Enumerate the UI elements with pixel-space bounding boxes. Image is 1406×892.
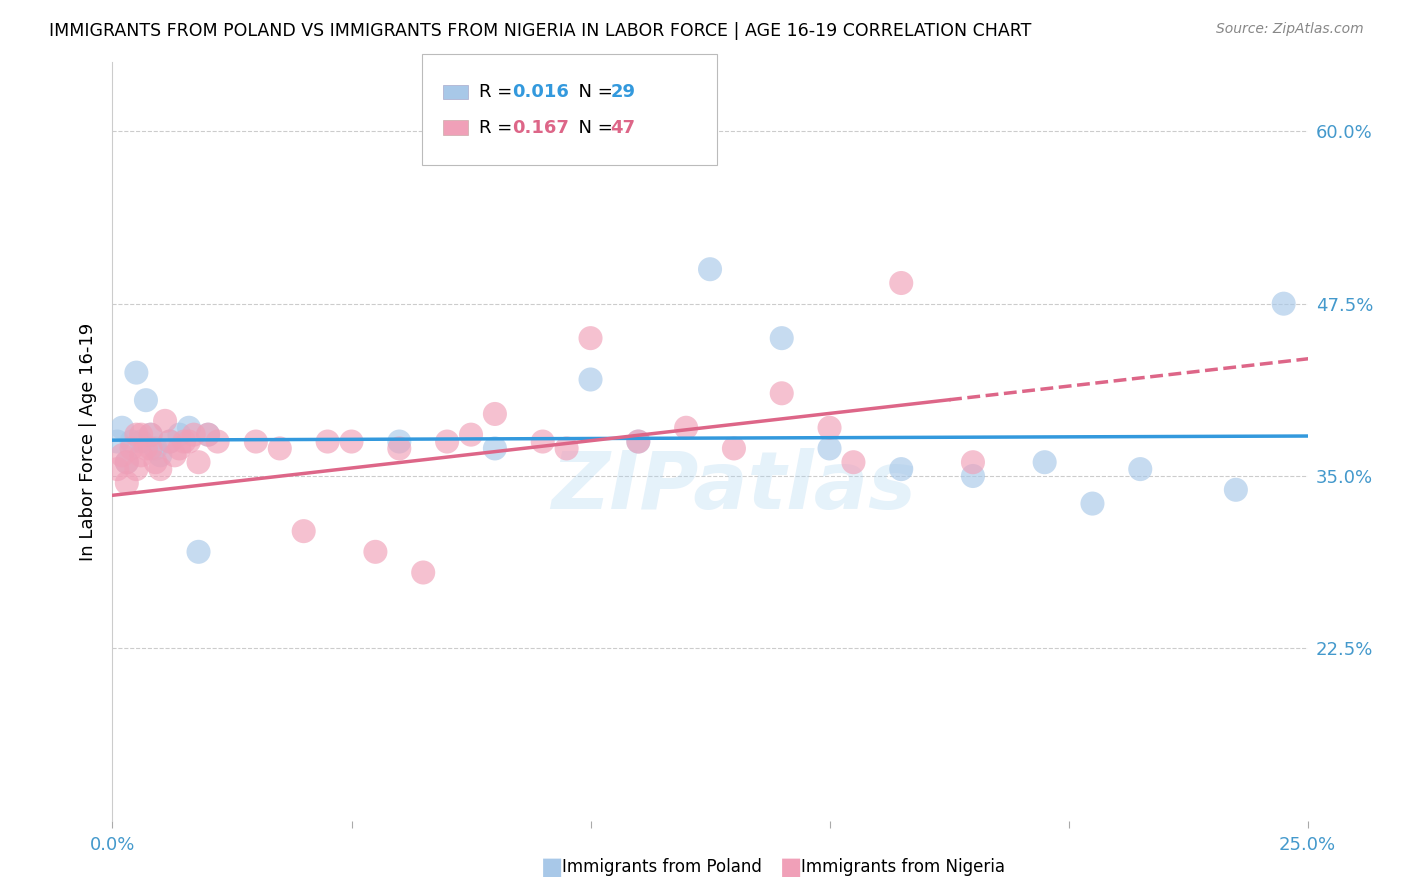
Point	[388, 434, 411, 449]
Point	[292, 524, 315, 538]
Point	[135, 393, 157, 408]
Point	[159, 434, 181, 449]
Point	[111, 448, 134, 462]
Point	[770, 386, 793, 401]
Point	[139, 427, 162, 442]
Point	[169, 427, 191, 442]
Point	[177, 421, 200, 435]
Point	[699, 262, 721, 277]
Point	[187, 545, 209, 559]
Text: N =: N =	[567, 83, 619, 101]
Point	[1033, 455, 1056, 469]
Point	[460, 427, 482, 442]
Text: 0.167: 0.167	[512, 119, 568, 136]
Point	[121, 442, 143, 456]
Point	[484, 442, 506, 456]
Text: Source: ZipAtlas.com: Source: ZipAtlas.com	[1216, 22, 1364, 37]
Point	[245, 434, 267, 449]
Point	[675, 421, 697, 435]
Point	[145, 442, 167, 456]
Point	[1129, 462, 1152, 476]
Point	[105, 434, 128, 449]
Point	[125, 462, 148, 476]
Text: ■: ■	[780, 855, 803, 879]
Text: R =: R =	[479, 119, 519, 136]
Point	[207, 434, 229, 449]
Point	[890, 462, 912, 476]
Point	[115, 455, 138, 469]
Text: 47: 47	[610, 119, 636, 136]
Point	[531, 434, 554, 449]
Point	[484, 407, 506, 421]
Point	[129, 434, 152, 449]
Point	[149, 462, 172, 476]
Point	[436, 434, 458, 449]
Point	[169, 442, 191, 456]
Point	[145, 455, 167, 469]
Point	[187, 455, 209, 469]
Text: IMMIGRANTS FROM POLAND VS IMMIGRANTS FROM NIGERIA IN LABOR FORCE | AGE 16-19 COR: IMMIGRANTS FROM POLAND VS IMMIGRANTS FRO…	[49, 22, 1032, 40]
Point	[818, 421, 841, 435]
Point	[1081, 497, 1104, 511]
Point	[579, 372, 602, 386]
Point	[723, 442, 745, 456]
Point	[340, 434, 363, 449]
Point	[842, 455, 865, 469]
Y-axis label: In Labor Force | Age 16-19: In Labor Force | Age 16-19	[79, 322, 97, 561]
Point	[818, 442, 841, 456]
Point	[153, 414, 176, 428]
Point	[364, 545, 387, 559]
Point	[890, 276, 912, 290]
Point	[129, 448, 152, 462]
Point	[177, 434, 200, 449]
Text: Immigrants from Poland: Immigrants from Poland	[562, 858, 762, 876]
Point	[579, 331, 602, 345]
Point	[555, 442, 578, 456]
Point	[388, 442, 411, 456]
Point	[962, 455, 984, 469]
Point	[269, 442, 291, 456]
Point	[115, 455, 138, 469]
Point	[135, 442, 157, 456]
Text: ZIPatlas: ZIPatlas	[551, 448, 917, 526]
Point	[111, 421, 134, 435]
Point	[139, 427, 162, 442]
Point	[1225, 483, 1247, 497]
Point	[627, 434, 650, 449]
Point	[770, 331, 793, 345]
Point	[159, 434, 181, 449]
Text: Immigrants from Nigeria: Immigrants from Nigeria	[801, 858, 1005, 876]
Point	[163, 448, 186, 462]
Text: 29: 29	[610, 83, 636, 101]
Text: ■: ■	[541, 855, 564, 879]
Point	[125, 427, 148, 442]
Point	[125, 366, 148, 380]
Text: N =: N =	[567, 119, 619, 136]
Point	[115, 475, 138, 490]
Point	[627, 434, 650, 449]
Point	[183, 427, 205, 442]
Point	[197, 427, 219, 442]
Point	[173, 434, 195, 449]
Point	[139, 442, 162, 456]
Text: R =: R =	[479, 83, 519, 101]
Text: 0.016: 0.016	[512, 83, 568, 101]
Point	[1272, 296, 1295, 310]
Point	[412, 566, 434, 580]
Point	[105, 462, 128, 476]
Point	[149, 448, 172, 462]
Point	[197, 427, 219, 442]
Point	[316, 434, 339, 449]
Point	[962, 469, 984, 483]
Point	[129, 427, 152, 442]
Point	[121, 434, 143, 449]
